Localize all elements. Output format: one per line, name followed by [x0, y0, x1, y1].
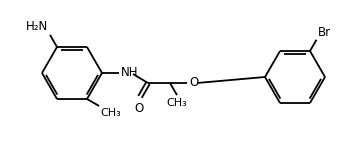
Text: CH₃: CH₃ [166, 98, 187, 108]
Text: CH₃: CH₃ [100, 108, 121, 118]
Text: Br: Br [317, 26, 331, 39]
Text: H₂N: H₂N [26, 20, 48, 33]
Text: NH: NH [121, 66, 138, 80]
Text: O: O [135, 102, 144, 115]
Text: O: O [189, 77, 198, 89]
